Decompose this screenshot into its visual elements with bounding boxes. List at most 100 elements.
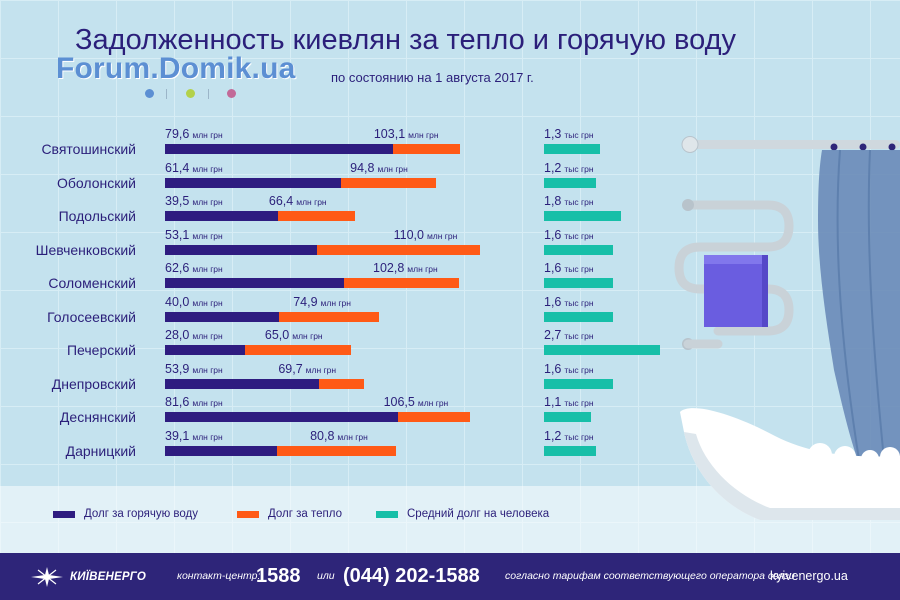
label-hot-water: 53,9 млн грн (165, 360, 223, 378)
label-heating: 106,5 млн грн (384, 393, 449, 411)
value-unit: млн грн (407, 264, 438, 274)
value-unit: млн грн (192, 398, 223, 408)
towel-rail (674, 199, 794, 350)
label-per-person: 2,7 тыс грн (544, 326, 594, 344)
label-heating: 103,1 млн грн (374, 125, 439, 143)
label-per-person: 1,6 тыс грн (544, 259, 594, 277)
bar-heating (165, 345, 351, 355)
label-hot-water: 53,1 млн грн (165, 226, 223, 244)
label-heating: 74,9 млн грн (293, 293, 351, 311)
value-unit: млн грн (320, 297, 351, 308)
bar-hot-water (165, 378, 320, 389)
bar-hot-water (165, 445, 277, 456)
bar-hot-water (165, 278, 345, 288)
district-label: Печерский (66, 342, 136, 358)
value-number: 1,6 (544, 361, 562, 376)
label-heating: 65,0 млн грн (265, 326, 323, 344)
value-unit: тыс грн (564, 163, 594, 174)
value-unit: тыс грн (564, 297, 594, 308)
value-unit: тыс грн (564, 264, 594, 274)
district-label: Дарницкий (65, 442, 136, 459)
bar-per-person (544, 177, 596, 188)
value-unit: млн грн (426, 230, 458, 241)
bar-per-person (544, 278, 613, 288)
label-hot-water: 39,1 млн грн (165, 427, 223, 445)
value-unit: млн грн (192, 297, 223, 308)
bar-per-person (544, 378, 613, 389)
label-hot-water: 81,6 млн грн (165, 393, 223, 411)
label-per-person: 1,8 тыс грн (544, 192, 594, 210)
bar-per-person (544, 311, 613, 322)
bar-per-person (544, 445, 596, 456)
bar-hot-water (165, 244, 317, 255)
label-per-person: 1,3 тыс грн (544, 125, 594, 143)
website-link[interactable]: kyivenergo.ua (770, 569, 848, 583)
value-unit: млн грн (337, 431, 368, 442)
bar-per-person (544, 144, 600, 154)
value-unit: тыс грн (564, 130, 594, 140)
phone-short[interactable]: 1588 (256, 565, 301, 587)
dot-pink (227, 89, 236, 98)
value-number: 94,8 (350, 160, 375, 175)
label-hot-water: 62,6 млн грн (165, 259, 223, 277)
value-number: 110,0 (393, 227, 424, 242)
value-unit: тыс грн (564, 364, 594, 375)
value-unit: млн грн (192, 163, 223, 174)
value-number: 103,1 (373, 127, 406, 141)
value-unit: тыс грн (564, 331, 594, 341)
value-number: 79,6 (165, 127, 190, 141)
value-number: 1,6 (544, 261, 562, 275)
label-heating: 66,4 млн грн (269, 192, 327, 210)
legend-item-hot-water: Долг за горячую воду (53, 508, 198, 520)
district-label: Подольский (58, 208, 136, 224)
value-unit: млн грн (192, 331, 223, 341)
label-per-person: 1,1 тыс грн (544, 393, 594, 411)
district-label: Голосеевский (47, 308, 136, 325)
page-title: Задолженность киевлян за тепло и горячую… (75, 24, 737, 56)
bar-hot-water (165, 412, 399, 422)
district-label: Оболонский (57, 174, 136, 191)
dot-blue (145, 89, 154, 98)
legend-item-heating: Долг за тепло (237, 508, 342, 520)
value-number: 39,1 (165, 428, 190, 443)
value-number: 53,9 (165, 361, 190, 376)
label-per-person: 1,2 тыс грн (544, 159, 594, 177)
value-number: 65,0 (264, 328, 290, 342)
value-unit: млн грн (192, 431, 223, 442)
legend-swatch (237, 510, 259, 518)
label-hot-water: 79,6 млн грн (165, 125, 223, 143)
bar-hot-water (165, 144, 393, 154)
legend-label: Долг за тепло (268, 508, 343, 520)
value-unit: млн грн (292, 331, 323, 341)
value-unit: млн грн (305, 364, 337, 375)
value-unit: млн грн (408, 130, 439, 140)
value-number: 69,7 (278, 361, 303, 376)
label-hot-water: 28,0 млн грн (165, 326, 223, 344)
label-hot-water: 39,5 млн грн (165, 192, 223, 210)
company-logo: КИЇВЕНЕРГО (30, 566, 146, 588)
value-unit: млн грн (417, 398, 449, 408)
bar-per-person (544, 244, 613, 255)
value-number: 102,8 (373, 261, 405, 275)
label-per-person: 1,2 тыс грн (544, 427, 594, 445)
value-unit: млн грн (192, 197, 223, 207)
legend-label: Долг за горячую воду (84, 508, 199, 520)
value-number: 61,4 (165, 160, 190, 175)
value-unit: тыс грн (564, 431, 594, 442)
bar-heating (165, 445, 397, 456)
label-hot-water: 40,0 млн грн (165, 293, 223, 311)
label-per-person: 1,6 тыс грн (544, 293, 594, 311)
value-unit: млн грн (296, 197, 327, 207)
value-number: 1,2 (544, 160, 562, 175)
legend-swatch (53, 510, 75, 518)
label-hot-water: 61,4 млн грн (165, 159, 223, 177)
value-unit: тыс грн (564, 197, 594, 207)
curtain-rod (681, 136, 900, 153)
value-unit: млн грн (192, 364, 223, 375)
phone-full[interactable]: (044) 202-1588 (343, 565, 480, 587)
chart-subtitle: по состоянию на 1 августа 2017 г. (331, 70, 534, 85)
label-heating: 102,8 млн грн (373, 259, 438, 277)
value-unit: млн грн (192, 130, 223, 140)
value-number: 106,5 (383, 395, 415, 409)
value-number: 74,9 (293, 294, 318, 309)
